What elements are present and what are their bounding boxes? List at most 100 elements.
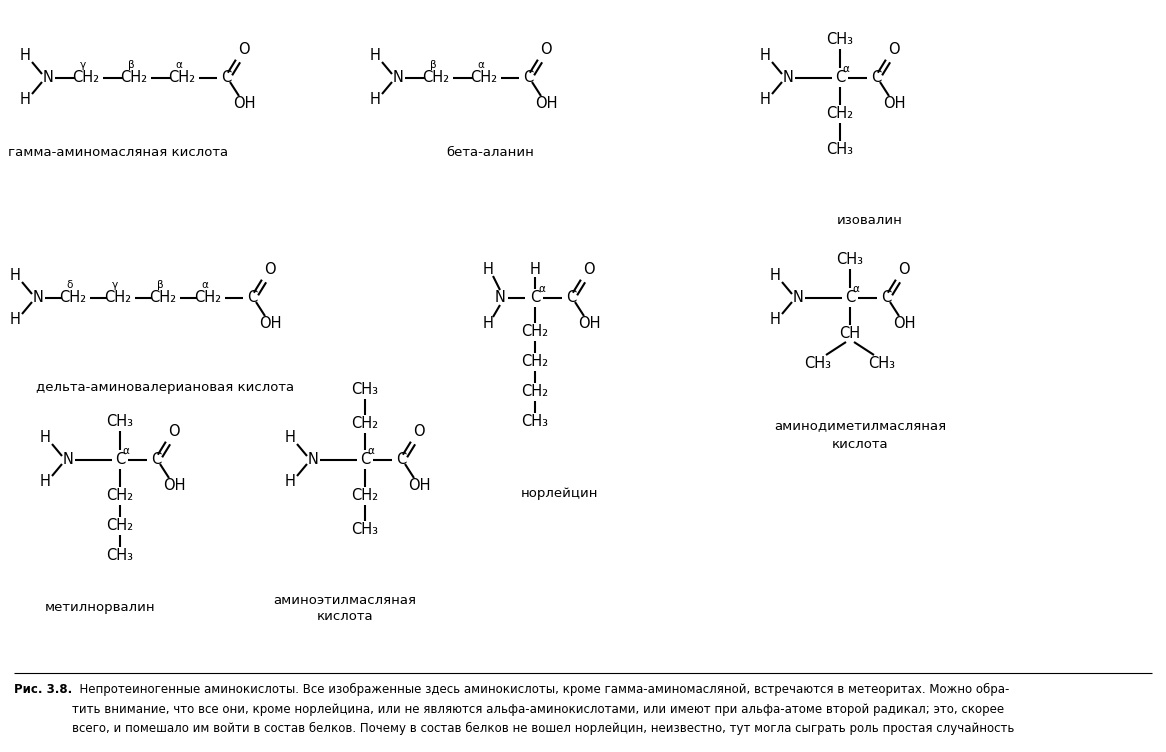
- Text: C: C: [529, 290, 540, 305]
- Text: CH₂: CH₂: [105, 290, 132, 305]
- Text: H: H: [370, 48, 380, 63]
- Text: H: H: [285, 430, 295, 445]
- Text: CH₃: CH₃: [106, 414, 133, 429]
- Text: C: C: [566, 290, 576, 305]
- Text: OH: OH: [259, 316, 281, 330]
- Text: CH₃: CH₃: [106, 548, 133, 563]
- Text: H: H: [20, 92, 30, 108]
- Text: O: O: [888, 43, 900, 57]
- Text: H: H: [285, 475, 295, 490]
- Text: Рис. 3.8.: Рис. 3.8.: [14, 683, 72, 696]
- Text: N: N: [782, 71, 793, 86]
- Text: кислота: кислота: [317, 611, 373, 623]
- Text: C: C: [880, 290, 891, 305]
- Text: OH: OH: [535, 96, 557, 111]
- Text: гамма-аминомасляная кислота: гамма-аминомасляная кислота: [8, 145, 229, 159]
- Text: C: C: [360, 453, 370, 468]
- Text: H: H: [759, 92, 771, 108]
- Text: CH₃: CH₃: [351, 523, 379, 538]
- Text: α: α: [539, 284, 546, 294]
- Text: метилнорвалин: метилнорвалин: [44, 602, 155, 614]
- Text: H: H: [770, 268, 780, 284]
- Text: OH: OH: [893, 316, 915, 330]
- Text: аминодиметилмасляная: аминодиметилмасляная: [774, 420, 946, 432]
- Text: α: α: [202, 280, 209, 290]
- Text: изовалин: изовалин: [837, 214, 902, 226]
- Text: Непротеиногенные аминокислоты. Все изображенные здесь аминокислоты, кроме гамма-: Непротеиногенные аминокислоты. Все изобр…: [72, 683, 1014, 735]
- Text: C: C: [247, 290, 258, 305]
- Text: O: O: [413, 424, 424, 439]
- Text: C: C: [845, 290, 855, 305]
- Text: аминоэтилмасляная: аминоэтилмасляная: [274, 593, 416, 607]
- Text: H: H: [759, 48, 771, 63]
- Text: норлейцин: норлейцин: [521, 487, 599, 499]
- Text: C: C: [871, 71, 881, 86]
- Text: CH₃: CH₃: [351, 383, 379, 398]
- Text: бета-аланин: бета-аланин: [447, 145, 534, 159]
- Text: N: N: [393, 71, 403, 86]
- Text: CH₂: CH₂: [59, 290, 86, 305]
- Text: CH₃: CH₃: [805, 356, 831, 371]
- Text: C: C: [396, 453, 406, 468]
- Text: H: H: [370, 92, 380, 108]
- Text: O: O: [238, 43, 250, 57]
- Text: β: β: [430, 60, 436, 70]
- Text: CH₂: CH₂: [351, 417, 379, 432]
- Text: C: C: [150, 453, 161, 468]
- Text: H: H: [9, 313, 21, 328]
- Text: OH: OH: [577, 316, 600, 330]
- Text: OH: OH: [233, 96, 255, 111]
- Text: CH₂: CH₂: [106, 518, 134, 533]
- Text: кислота: кислота: [831, 438, 888, 450]
- Text: CH₂: CH₂: [106, 489, 134, 504]
- Text: OH: OH: [163, 478, 185, 493]
- Text: N: N: [33, 290, 43, 305]
- Text: H: H: [9, 268, 21, 284]
- Text: CH₃: CH₃: [836, 253, 864, 268]
- Text: CH₃: CH₃: [827, 142, 854, 157]
- Text: N: N: [63, 453, 73, 468]
- Text: O: O: [540, 43, 552, 57]
- Text: β: β: [128, 60, 134, 70]
- Text: CH₂: CH₂: [195, 290, 222, 305]
- Text: O: O: [168, 424, 180, 439]
- Text: CH₂: CH₂: [351, 489, 379, 504]
- Text: α: α: [176, 60, 182, 70]
- Text: CH₂: CH₂: [521, 384, 548, 399]
- Text: H: H: [40, 475, 50, 490]
- Text: H: H: [40, 430, 50, 445]
- Text: H: H: [20, 48, 30, 63]
- Text: CH₂: CH₂: [470, 71, 498, 86]
- Text: δ: δ: [66, 280, 73, 290]
- Text: H: H: [483, 262, 493, 277]
- Text: α: α: [367, 446, 374, 456]
- Text: CH₂: CH₂: [149, 290, 176, 305]
- Text: C: C: [835, 71, 845, 86]
- Text: C: C: [220, 71, 231, 86]
- Text: CH: CH: [840, 326, 861, 341]
- Text: CH₃: CH₃: [521, 414, 548, 429]
- Text: H: H: [483, 316, 493, 330]
- Text: CH₂: CH₂: [422, 71, 450, 86]
- Text: OH: OH: [408, 478, 430, 493]
- Text: CH₂: CH₂: [120, 71, 148, 86]
- Text: N: N: [43, 71, 54, 86]
- Text: N: N: [793, 290, 803, 305]
- Text: N: N: [308, 453, 318, 468]
- Text: α: α: [478, 60, 484, 70]
- Text: CH₂: CH₂: [827, 107, 854, 122]
- Text: β: β: [156, 280, 163, 290]
- Text: CH₃: CH₃: [827, 32, 854, 47]
- Text: γ: γ: [112, 280, 118, 290]
- Text: N: N: [494, 290, 505, 305]
- Text: γ: γ: [80, 60, 86, 70]
- Text: H: H: [529, 262, 540, 277]
- Text: CH₃: CH₃: [869, 356, 895, 371]
- Text: C: C: [522, 71, 533, 86]
- Text: CH₂: CH₂: [521, 325, 548, 339]
- Text: CH₂: CH₂: [521, 354, 548, 369]
- Text: α: α: [122, 446, 129, 456]
- Text: O: O: [583, 262, 595, 277]
- Text: H: H: [770, 313, 780, 328]
- Text: CH₂: CH₂: [72, 71, 99, 86]
